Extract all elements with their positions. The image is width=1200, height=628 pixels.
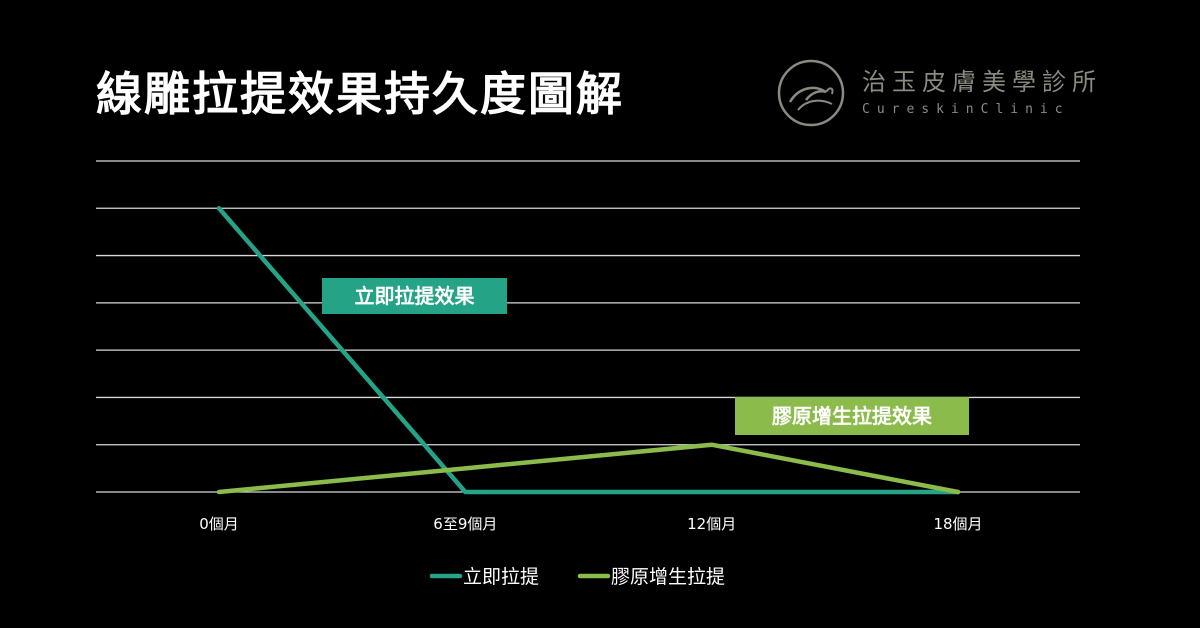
series-line-2: [216, 442, 961, 495]
legend-label: 膠原增生拉提: [611, 566, 725, 588]
swan-circle-logo-icon: [777, 59, 845, 127]
x-tick-label: 12個月: [687, 515, 736, 533]
x-tick-label: 0個月: [199, 515, 239, 533]
data-point: [709, 490, 714, 494]
brand-subtitle: CureskinClinic: [862, 102, 1070, 117]
legend-label: 立即拉提: [463, 566, 539, 588]
x-tick-label: 6至9個月: [433, 515, 497, 533]
annotation-label: 膠原增生拉提效果: [772, 404, 932, 428]
page-title: 線雕拉提效果持久度圖解: [96, 67, 624, 121]
data-point: [709, 442, 714, 447]
annotation-label: 立即拉提效果: [355, 284, 475, 308]
x-tick-label: 18個月: [933, 515, 982, 533]
annotation-box: [322, 278, 507, 314]
brand-name: 治玉皮膚美學診所: [862, 68, 1102, 96]
data-point: [463, 490, 468, 494]
data-point: [217, 206, 221, 211]
data-point: [217, 490, 221, 494]
annotation-box: [735, 397, 969, 435]
brand-logo: 治玉皮膚美學診所 CureskinClinic: [776, 58, 1096, 132]
series-line-1: [216, 206, 961, 495]
data-point: [463, 466, 468, 471]
data-point: [956, 490, 960, 494]
